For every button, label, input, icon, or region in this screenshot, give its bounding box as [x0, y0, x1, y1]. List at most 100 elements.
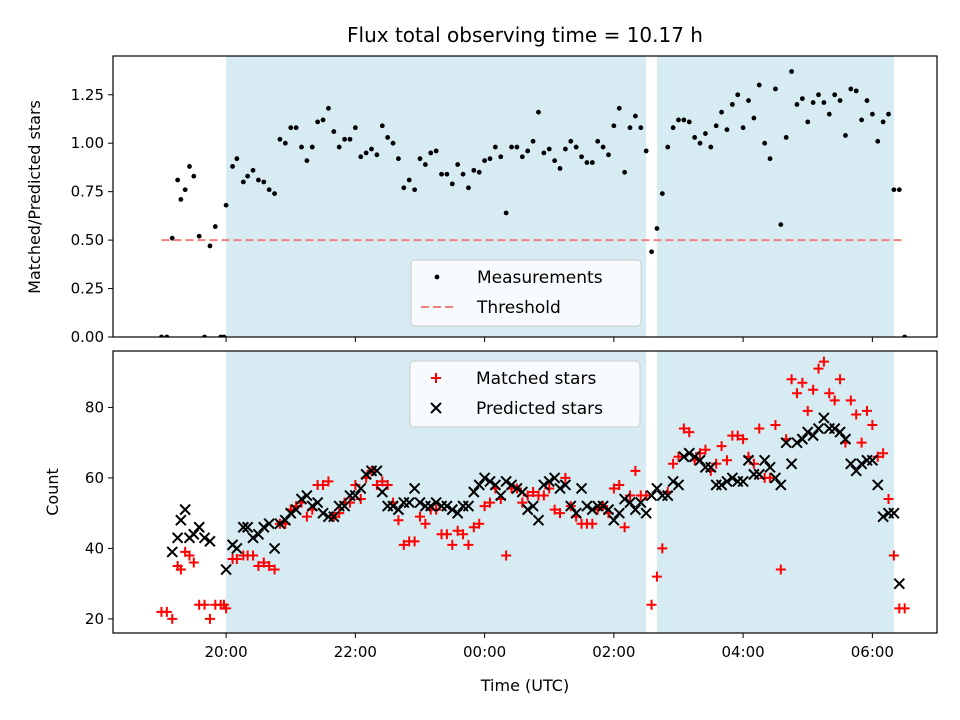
predicted-stars-point — [408, 482, 421, 495]
measurements-point — [751, 115, 757, 121]
measurements-point — [412, 187, 417, 193]
measurements-point — [422, 162, 428, 167]
measurements-point — [530, 138, 536, 144]
measurements-point — [606, 152, 611, 158]
measurements-point — [352, 125, 358, 131]
predicted-stars-point — [171, 532, 184, 544]
plot-area — [159, 69, 908, 337]
matched-stars-point — [175, 564, 186, 575]
measurements-point — [293, 125, 299, 131]
legend-box — [409, 360, 641, 428]
measurements-point — [466, 185, 471, 191]
matched-stars-point — [770, 420, 781, 431]
measurements-point — [326, 105, 331, 111]
measurements-point — [541, 150, 547, 156]
axes-frame — [112, 350, 938, 634]
matched-stars-point — [765, 472, 776, 483]
predicted-stars-point — [237, 521, 250, 533]
predicted-stars-point — [635, 496, 647, 509]
predicted-stars-point — [468, 486, 480, 498]
measurements-point — [837, 98, 843, 103]
observing-interval-shade — [656, 56, 894, 337]
measurements-point — [175, 177, 181, 183]
predicted-stars-point — [678, 451, 690, 463]
predicted-stars-point — [538, 479, 550, 491]
predicted-stars-point — [554, 482, 566, 495]
predicted-stars-point — [672, 479, 685, 491]
predicted-stars-point — [306, 500, 318, 512]
matched-stars-point — [393, 515, 404, 526]
predicted-stars-point — [414, 496, 426, 509]
predicted-stars-point — [791, 436, 803, 449]
y-tick-label: 20 — [85, 610, 104, 628]
predicted-stars-point — [586, 503, 599, 516]
measurements-point — [266, 187, 272, 193]
measurements-point — [385, 134, 391, 140]
matched-stars-point — [608, 483, 619, 494]
matched-stars-point — [802, 405, 813, 416]
predicted-stars-point — [543, 475, 555, 488]
measurements-point — [643, 148, 649, 154]
predicted-stars-point — [403, 496, 415, 509]
predicted-stars-point — [430, 496, 442, 509]
measurements-point — [659, 191, 665, 196]
predicted-stars-point — [850, 465, 862, 477]
predicted-stars-point — [753, 468, 765, 481]
measurements-point — [708, 144, 714, 150]
matched-stars-point — [700, 444, 711, 455]
matched-stars-point — [625, 490, 636, 501]
measurements-point — [250, 167, 256, 173]
matched-stars-point — [414, 511, 425, 522]
predicted-stars-point — [263, 518, 275, 530]
measurements-point — [713, 123, 719, 129]
measurements-point — [703, 131, 708, 136]
measurements-point — [649, 249, 654, 255]
matched-stars-point — [754, 423, 765, 434]
predicted-stars-point — [252, 528, 265, 541]
predicted-stars-point — [489, 479, 502, 491]
matched-stars-point — [441, 529, 452, 540]
predicted-stars-point — [425, 500, 437, 512]
x-tick-label: 22:00 — [334, 643, 377, 661]
predicted-stars-point — [694, 454, 706, 466]
measurements-point — [573, 144, 579, 150]
predicted-stars-point — [166, 546, 178, 558]
matched-stars-point — [501, 550, 512, 561]
matched-stars-point — [258, 557, 269, 568]
predicted-stars-point — [888, 507, 900, 519]
measurements-point — [832, 92, 838, 98]
predicted-stars-point — [484, 475, 496, 488]
matched-stars-point — [334, 508, 345, 519]
matched-stars-point — [447, 539, 458, 550]
measurements-point — [476, 169, 482, 175]
legend-label: Matched stars — [476, 369, 596, 389]
legend-predicted-stars-swatch — [430, 402, 442, 414]
predicted-stars-point — [807, 429, 819, 442]
predicted-stars-point — [872, 479, 884, 491]
matched-stars-point — [721, 455, 732, 466]
matched-stars-point — [264, 561, 275, 572]
y-tick-label: 0.50 — [71, 231, 104, 249]
matched-stars-point — [350, 479, 361, 490]
matched-stars-point — [484, 497, 495, 508]
predicted-stars-point — [285, 507, 297, 519]
matched-stars-point — [775, 564, 786, 575]
measurements-point — [724, 127, 730, 133]
predicted-stars-point — [602, 503, 615, 516]
matched-stars-point — [517, 497, 528, 508]
matched-stars-point — [786, 374, 797, 385]
predicted-stars-point — [376, 486, 388, 498]
measurements-point — [562, 146, 568, 152]
measurements-point — [455, 162, 461, 167]
matched-stars-point — [377, 476, 388, 487]
predicted-stars-point — [818, 412, 830, 424]
measurements-point — [261, 179, 267, 185]
predicted-stars-point — [392, 503, 405, 516]
measurements-point — [622, 169, 628, 175]
matched-stars-point — [463, 539, 474, 550]
measurements-point — [875, 138, 881, 144]
matched-stars-point — [867, 420, 878, 431]
measurements-point — [627, 125, 633, 131]
measurements-point — [891, 187, 897, 193]
matched-stars-point — [835, 374, 846, 385]
